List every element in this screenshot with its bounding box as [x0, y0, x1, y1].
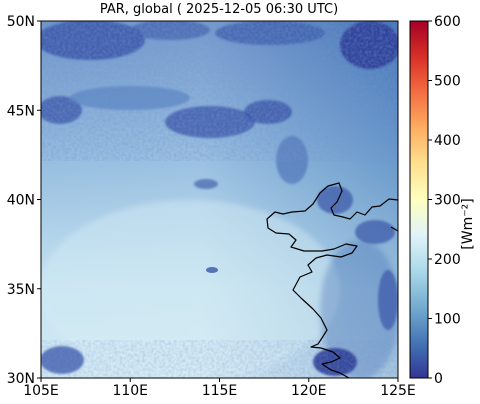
colorbar-tick-label: 200	[434, 252, 461, 268]
colorbar-tick-label: 500	[434, 74, 461, 90]
y-tick-label: 35N	[7, 282, 35, 298]
x-tick-label: 110E	[112, 383, 148, 399]
y-tick-label: 50N	[7, 14, 35, 30]
colorbar-ramp	[409, 20, 429, 379]
x-tick-label: 115E	[202, 383, 238, 399]
x-tick-label: 120E	[291, 383, 327, 399]
colorbar-ticks: 0 100 200 300 400 500 600	[428, 14, 461, 387]
latitude-axis: 30N 35N 40N 45N 50N	[7, 14, 41, 387]
colorbar-tick-label: 400	[434, 133, 461, 149]
y-tick-label: 30N	[7, 371, 35, 387]
colorbar-tick-label: 0	[434, 371, 443, 387]
longitude-axis: 105E 110E 115E 120E 125E	[23, 378, 416, 399]
y-tick-label: 45N	[7, 103, 35, 119]
coastline	[266, 182, 398, 378]
colorbar-tick-label: 300	[434, 193, 461, 209]
colorbar: 0 100 200 300 400 500 600 [Wm⁻²]	[409, 14, 476, 387]
par-field	[41, 21, 398, 378]
x-tick-label: 105E	[23, 383, 59, 399]
colorbar-tick-label: 100	[434, 312, 461, 328]
y-tick-label: 40N	[7, 193, 35, 209]
map-title: PAR, global ( 2025-12-05 06:30 UTC)	[99, 2, 339, 17]
colorbar-label: [Wm⁻²]	[460, 198, 476, 249]
x-tick-label: 125E	[380, 383, 416, 399]
colorbar-tick-label: 600	[434, 14, 461, 30]
